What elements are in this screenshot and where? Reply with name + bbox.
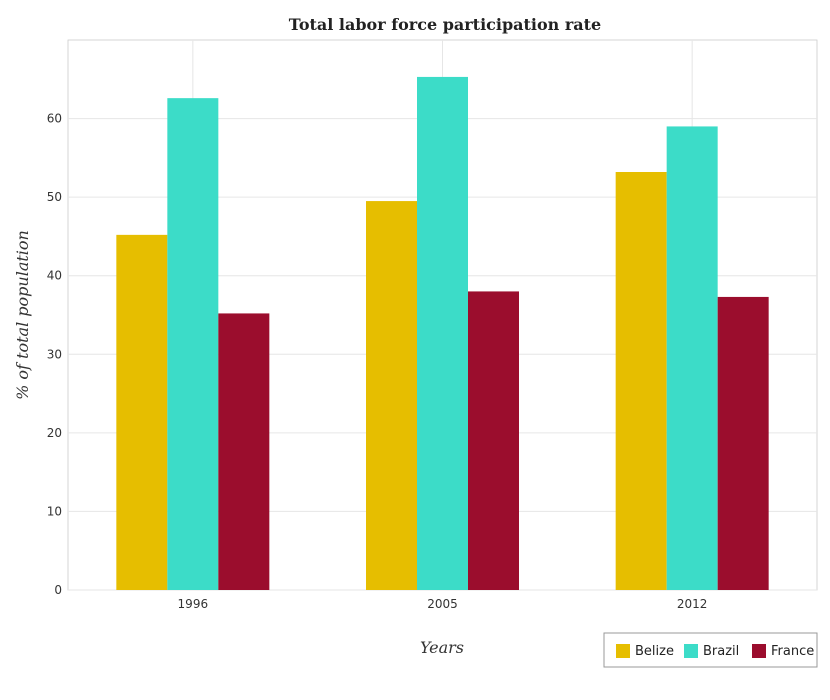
chart-title: Total labor force participation rate	[289, 15, 601, 34]
legend-label-france: France	[771, 644, 814, 659]
x-axis-title: Years	[420, 638, 464, 657]
y-axis-ticks: 0 10 20 30 40 50 60	[47, 112, 62, 597]
y-tick-label: 10	[47, 504, 62, 518]
bar-brazil-2005	[417, 77, 468, 590]
legend-swatch-france	[752, 644, 766, 658]
bar-belize-2005	[366, 201, 417, 590]
bar-france-1996	[218, 313, 269, 590]
y-tick-label: 20	[47, 426, 62, 440]
bar-france-2005	[468, 291, 519, 590]
x-axis-ticks: 1996 2005 2012	[178, 597, 708, 611]
bar-france-2012	[718, 297, 769, 590]
x-tick-label: 1996	[178, 597, 209, 611]
bar-belize-2012	[616, 172, 667, 590]
y-tick-label: 30	[47, 347, 62, 361]
y-tick-label: 60	[47, 112, 62, 126]
bars	[116, 77, 768, 590]
legend-swatch-belize	[616, 644, 630, 658]
bar-belize-1996	[116, 235, 167, 590]
legend-swatch-brazil	[684, 644, 698, 658]
bar-brazil-1996	[167, 98, 218, 590]
y-tick-label: 0	[54, 583, 62, 597]
x-tick-label: 2012	[677, 597, 708, 611]
y-tick-label: 40	[47, 269, 62, 283]
x-tick-label: 2005	[427, 597, 458, 611]
legend-label-brazil: Brazil	[703, 644, 739, 659]
legend-label-belize: Belize	[635, 644, 674, 659]
y-axis-title: % of total population	[13, 230, 32, 400]
legend: Belize Brazil France	[604, 633, 817, 667]
bar-brazil-2012	[667, 126, 718, 590]
y-tick-label: 50	[47, 190, 62, 204]
